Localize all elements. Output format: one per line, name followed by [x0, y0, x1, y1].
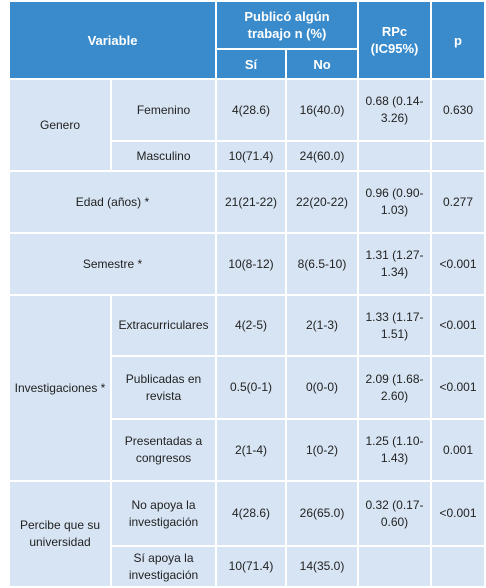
table-row: Masculino 10(71.4) 24(60.0) — [9, 140, 486, 172]
rpc-cell: 1.25 (1.10-1.43) — [357, 418, 432, 482]
table-row: Percibe que su universidad No apoya la in… — [8, 480, 486, 588]
level-cell: No apoya la investigación — [110, 480, 217, 547]
yes-cell: 4(28.6) — [215, 78, 287, 142]
variable-cell: Investigaciones * — [8, 294, 112, 482]
variable-cell: Genero — [8, 78, 112, 172]
results-table: Variable Publicó algún trabajo n (%) RPc… — [8, 0, 486, 588]
p-cell — [430, 545, 486, 588]
p-cell: <0.001 — [430, 294, 486, 357]
p-cell: 0.001 — [430, 418, 486, 482]
table-row: Investigaciones * Extracurriculares 4(2-5)… — [8, 294, 486, 482]
rpc-cell: 0.96 (0.90-1.03) — [357, 170, 432, 234]
yes-cell: 10(8-12) — [215, 232, 287, 296]
yes-cell: 4(2-5) — [215, 294, 287, 357]
variable-cell: Edad (años) * — [8, 170, 217, 234]
p-cell: <0.001 — [430, 232, 486, 296]
p-cell: 0.630 — [430, 78, 486, 142]
table-header: Variable Publicó algún trabajo n (%) RPc… — [8, 0, 486, 80]
rpc-cell: 2.09 (1.68-2.60) — [357, 355, 432, 420]
no-cell: 16(40.0) — [285, 78, 359, 142]
no-cell: 14(35.0) — [285, 545, 359, 588]
no-cell: 22(20-22) — [285, 170, 359, 234]
header-cell: Sí — [215, 48, 287, 80]
yes-cell: 0.5(0-1) — [215, 355, 287, 420]
table-row: Semestre * 10(8-12) 8(6.5-10) 1.31 (1.27-1.… — [8, 232, 486, 296]
no-cell: 8(6.5-10) — [285, 232, 359, 296]
table-row: Presentadas a congresos 2(1-4) 1(0-2) 1.25 … — [9, 418, 486, 482]
variable-cell: Percibe que su universidad — [8, 480, 112, 588]
header-cell: Publicó algún trabajo n (%) — [215, 0, 359, 50]
rpc-cell: 0.68 (0.14-3.26) — [357, 78, 432, 142]
level-cell: Femenino — [110, 78, 217, 142]
yes-cell: 4(28.6) — [215, 480, 287, 547]
header-cell: No — [285, 48, 359, 80]
table-body: Genero Femenino 4(28.6) 16(40.0) 0.68 (0.14-… — [8, 78, 486, 588]
header-row: Sí No — [9, 48, 485, 80]
header-cell: RPc (IC95%) — [357, 0, 432, 80]
table-row: Publicadas en revista 0.5(0-1) 0(0-0) 2.09 … — [9, 355, 486, 420]
p-cell — [430, 140, 486, 172]
rpc-cell: 1.33 (1.17-1.51) — [357, 294, 432, 357]
rpc-cell — [357, 545, 432, 588]
no-cell: 24(60.0) — [285, 140, 359, 172]
level-cell: Masculino — [110, 140, 217, 172]
level-cell: Publicadas en revista — [110, 355, 217, 420]
table-row: Genero Femenino 4(28.6) 16(40.0) 0.68 (0.14-… — [8, 78, 486, 172]
no-cell: 0(0-0) — [285, 355, 359, 420]
header-cell: p — [430, 0, 486, 80]
yes-cell: 21(21-22) — [215, 170, 287, 234]
yes-cell: 10(71.4) — [215, 140, 287, 172]
yes-cell: 2(1-4) — [215, 418, 287, 482]
no-cell: 1(0-2) — [285, 418, 359, 482]
p-cell: <0.001 — [430, 355, 486, 420]
no-cell: 26(65.0) — [285, 480, 359, 547]
level-cell: Sí apoya la investigación — [110, 545, 217, 588]
table-row: Edad (años) * 21(21-22) 22(20-22) 0.96 (0.9… — [8, 170, 486, 234]
p-cell: <0.001 — [430, 480, 486, 547]
no-cell: 2(1-3) — [285, 294, 359, 357]
yes-cell: 10(71.4) — [215, 545, 287, 588]
rpc-cell: 0.32 (0.17-0.60) — [357, 480, 432, 547]
level-cell: Extracurriculares — [110, 294, 217, 357]
header-cell: Variable — [8, 0, 217, 80]
rpc-cell — [357, 140, 432, 172]
variable-cell: Semestre * — [8, 232, 217, 296]
p-cell: 0.277 — [430, 170, 486, 234]
rpc-cell: 1.31 (1.27-1.34) — [357, 232, 432, 296]
level-cell: Presentadas a congresos — [110, 418, 217, 482]
header-row: Variable Publicó algún trabajo n (%) RPc… — [8, 0, 486, 80]
